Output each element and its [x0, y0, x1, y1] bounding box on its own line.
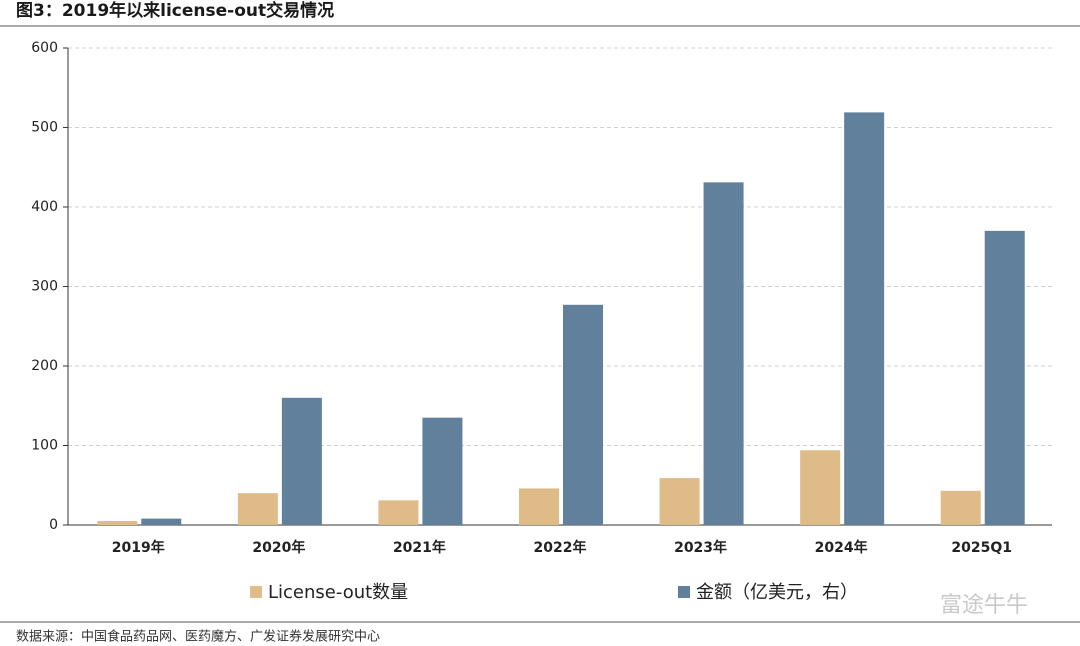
- bar: [519, 488, 559, 525]
- bar: [563, 304, 603, 525]
- bar: [800, 450, 841, 525]
- legend-label: 金额（亿美元，右）: [696, 582, 858, 603]
- bar: [97, 521, 138, 525]
- y-tick-label: 600: [31, 40, 58, 56]
- y-tick-label: 400: [31, 199, 58, 215]
- legend-swatch: [678, 586, 690, 598]
- x-tick-label: 2023年: [674, 539, 727, 556]
- bar: [703, 182, 744, 526]
- legend-swatch: [250, 586, 262, 598]
- legend-label: License-out数量: [268, 582, 408, 603]
- bar: [281, 397, 322, 525]
- source-note: 数据来源：中国食品药品网、医药魔方、广发证券发展研究中心: [16, 629, 380, 645]
- y-tick-label: 0: [49, 517, 58, 533]
- bar: [378, 500, 419, 525]
- bar: [844, 112, 885, 526]
- y-tick-label: 500: [31, 120, 58, 136]
- x-tick-label: 2021年: [393, 539, 446, 556]
- x-tick-label: 2024年: [815, 539, 868, 556]
- bar: [422, 417, 463, 525]
- y-tick-label: 200: [31, 358, 58, 374]
- y-tick-label: 100: [31, 438, 58, 454]
- bar: [141, 518, 182, 525]
- bar: [984, 230, 1025, 525]
- chart-title: 图3：2019年以来license-out交易情况: [16, 0, 334, 21]
- x-tick-label: 2019年: [112, 539, 165, 556]
- bar: [940, 490, 981, 525]
- bar: [237, 493, 278, 525]
- bar: [659, 478, 700, 525]
- y-tick-label: 300: [31, 279, 58, 295]
- x-tick-label: 2022年: [534, 539, 587, 556]
- x-tick-label: 2020年: [252, 539, 305, 556]
- x-tick-label: 2025Q1: [951, 540, 1012, 556]
- watermark: 富途牛牛: [940, 593, 1028, 618]
